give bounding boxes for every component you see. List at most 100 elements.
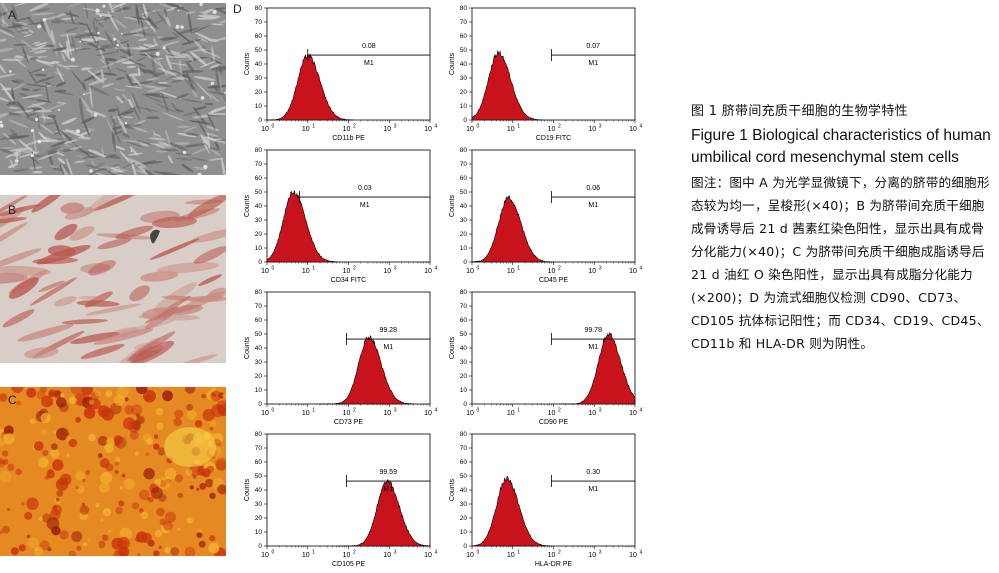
y-tick-label: 30 [255, 359, 263, 366]
histogram-panel: 0 10 20 30 40 50 60 70 80 Counts 10 0 10 1 10 2 10 3 10 4 CD… [437, 2, 643, 147]
caption-title-en: Figure 1 Biological characteristics of h… [691, 127, 991, 166]
y-tick-label: 10 [460, 387, 468, 394]
y-tick-label: 10 [255, 529, 263, 536]
y-tick-label: 40 [460, 487, 468, 494]
histogram-area [471, 195, 555, 263]
y-tick-label: 40 [255, 61, 263, 68]
x-tick-label: 10 [629, 410, 637, 417]
x-tick-label: 10 [629, 126, 637, 133]
y-tick-label: 60 [255, 317, 263, 324]
y-tick-label: 0 [258, 543, 262, 550]
y-axis-label: Counts [244, 478, 251, 501]
x-tick-label: 10 [424, 126, 432, 133]
x-tick-exponent: 2 [353, 124, 356, 130]
x-tick-label: 10 [424, 268, 432, 275]
x-tick-label: 10 [302, 410, 310, 417]
x-axis-label: CD11b PE [332, 135, 365, 142]
y-axis-label: Counts [449, 478, 456, 501]
x-tick-exponent: 2 [558, 550, 561, 556]
y-tick-label: 70 [255, 303, 263, 310]
x-tick-label: 10 [466, 410, 474, 417]
x-tick-exponent: 1 [517, 408, 520, 414]
gate-label: M1 [360, 202, 370, 209]
panel-label-a: A [8, 8, 17, 22]
y-tick-label: 70 [255, 19, 263, 26]
y-tick-label: 40 [460, 203, 468, 210]
x-tick-label: 10 [424, 552, 432, 559]
x-axis-label: HLA-DR PE [535, 561, 573, 568]
y-tick-label: 40 [460, 61, 468, 68]
x-tick-exponent: 3 [394, 124, 397, 130]
gate-percent: 0.07 [586, 43, 600, 50]
x-tick-exponent: 4 [640, 124, 643, 130]
x-tick-label: 10 [466, 552, 474, 559]
y-tick-label: 50 [460, 47, 468, 54]
x-tick-exponent: 0 [477, 266, 480, 272]
gate-percent: 99.28 [379, 327, 397, 334]
histogram-panel: 0 10 20 30 40 50 60 70 80 Counts 10 0 10 1 10 2 10 3 10 4 CD… [232, 144, 438, 289]
x-tick-exponent: 0 [477, 550, 480, 556]
y-tick-label: 20 [460, 373, 468, 380]
gate-percent: 0.06 [586, 185, 600, 192]
y-tick-label: 80 [460, 289, 468, 296]
x-tick-exponent: 3 [599, 550, 602, 556]
x-tick-exponent: 4 [435, 408, 438, 414]
micrograph-oil-red-o [0, 387, 226, 556]
x-tick-exponent: 2 [353, 266, 356, 272]
flow-cytometry-grid: 0 10 20 30 40 50 60 70 80 Counts 10 0 10 1 10 2 10 3 10 4 CD… [232, 0, 643, 568]
y-axis-label: Counts [449, 52, 456, 75]
x-tick-label: 10 [629, 552, 637, 559]
x-tick-label: 10 [343, 268, 351, 275]
gate-label: M1 [588, 60, 598, 67]
x-tick-label: 10 [383, 268, 391, 275]
plot-frame [266, 291, 431, 405]
x-tick-label: 10 [507, 268, 515, 275]
y-tick-label: 0 [463, 401, 467, 408]
y-tick-label: 70 [255, 445, 263, 452]
y-tick-label: 80 [460, 431, 468, 438]
x-tick-label: 10 [261, 410, 269, 417]
x-tick-label: 10 [588, 410, 596, 417]
histogram-panel: 0 10 20 30 40 50 60 70 80 Counts 10 0 10 1 10 2 10 3 10 4 CD… [437, 144, 643, 289]
y-axis-label: Counts [244, 194, 251, 217]
x-tick-exponent: 0 [272, 266, 275, 272]
y-tick-label: 50 [255, 331, 263, 338]
x-tick-label: 10 [466, 126, 474, 133]
y-tick-label: 50 [255, 189, 263, 196]
x-tick-exponent: 2 [353, 408, 356, 414]
x-tick-exponent: 3 [599, 266, 602, 272]
x-tick-label: 10 [548, 552, 556, 559]
gate-label: M1 [364, 60, 374, 67]
x-axis-label: CD90 PE [539, 419, 569, 426]
y-tick-label: 20 [460, 89, 468, 96]
x-axis-label: CD73 PE [334, 419, 364, 426]
x-axis-label: CD105 PE [332, 561, 365, 568]
x-tick-exponent: 0 [272, 408, 275, 414]
x-tick-exponent: 2 [558, 124, 561, 130]
gate-percent: 99.78 [584, 327, 602, 334]
x-tick-exponent: 4 [640, 550, 643, 556]
x-tick-exponent: 1 [312, 550, 315, 556]
y-tick-label: 70 [460, 19, 468, 26]
y-tick-label: 20 [255, 515, 263, 522]
x-tick-label: 10 [548, 126, 556, 133]
y-tick-label: 70 [460, 161, 468, 168]
y-tick-label: 60 [255, 459, 263, 466]
y-tick-label: 30 [460, 75, 468, 82]
histogram-panel: 0 10 20 30 40 50 60 70 80 Counts 10 0 10 1 10 2 10 3 10 4 CD… [437, 286, 643, 431]
x-tick-label: 10 [343, 126, 351, 133]
caption-title-cn: 图 1 脐带间充质干细胞的生物学特性 [691, 104, 908, 119]
x-tick-label: 10 [302, 126, 310, 133]
micrograph-spindle-cells [0, 3, 226, 175]
y-tick-label: 20 [255, 231, 263, 238]
x-tick-exponent: 4 [640, 266, 643, 272]
gate-label: M1 [383, 344, 393, 351]
x-tick-exponent: 3 [599, 124, 602, 130]
y-tick-label: 80 [460, 5, 468, 12]
x-tick-exponent: 2 [558, 266, 561, 272]
y-tick-label: 10 [255, 103, 263, 110]
y-tick-label: 30 [460, 359, 468, 366]
